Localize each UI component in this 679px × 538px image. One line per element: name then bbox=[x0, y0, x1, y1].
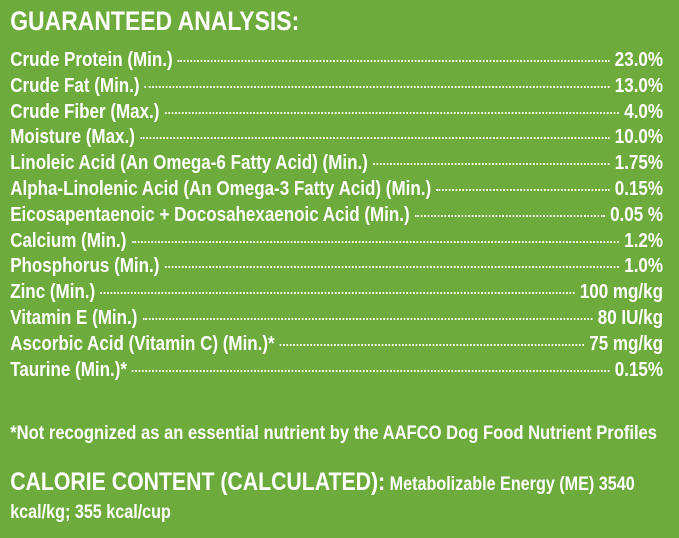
dot-leader bbox=[100, 292, 575, 295]
nutrient-value: 0.05 % bbox=[610, 203, 663, 226]
row: Crude Fat (Min.) 13.0% bbox=[10, 75, 663, 101]
row: Linoleic Acid (An Omega-6 Fatty Acid) (M… bbox=[10, 152, 663, 178]
dot-leader bbox=[139, 137, 610, 140]
dot-leader bbox=[372, 163, 610, 166]
nutrient-name: Moisture (Max.) bbox=[10, 126, 135, 149]
nutrient-name: Crude Fiber (Max.) bbox=[10, 100, 160, 123]
nutrient-value: 23.0% bbox=[614, 49, 663, 71]
nutrient-value: 1.75% bbox=[614, 152, 663, 175]
footnote: *Not recognized as an essential nutrient… bbox=[10, 422, 658, 444]
nutrient-value: 1.2% bbox=[624, 229, 663, 252]
nutrient-value: 1.0% bbox=[624, 255, 663, 278]
row: Vitamin E (Min.) 80 IU/kg bbox=[10, 307, 663, 333]
calorie-label: CALORIE CONTENT (CALCULATED): bbox=[10, 468, 386, 496]
row: Alpha-Linolenic Acid (An Omega-3 Fatty A… bbox=[10, 178, 663, 204]
nutrient-name: Crude Fat (Min.) bbox=[10, 74, 140, 97]
nutrient-value: 0.15% bbox=[614, 177, 663, 200]
nutrient-name: Calcium (Min.) bbox=[10, 229, 127, 252]
nutrient-name: Taurine (Min.)* bbox=[10, 358, 127, 381]
dot-leader bbox=[414, 214, 605, 217]
row: Taurine (Min.)* 0.15% bbox=[10, 359, 663, 385]
dot-leader bbox=[164, 266, 620, 269]
title: GUARANTEED ANALYSIS: bbox=[10, 6, 300, 36]
dot-leader bbox=[132, 369, 610, 372]
row: Phosphorus (Min.) 1.0% bbox=[10, 255, 663, 281]
dot-leader bbox=[131, 240, 620, 243]
dot-leader bbox=[142, 317, 593, 320]
nutrient-name: Vitamin E (Min.) bbox=[10, 306, 138, 329]
analysis-table: Crude Protein (Min.) 23.0% Crude Fat (Min.… bbox=[10, 49, 663, 384]
row: Eicosapentaenoic + Docosahexaenoic Acid … bbox=[10, 204, 663, 230]
row: Crude Protein (Min.) 23.0% bbox=[10, 49, 663, 75]
nutrient-name: Ascorbic Acid (Vitamin C) (Min.)* bbox=[10, 332, 275, 355]
nutrient-name: Phosphorus (Min.) bbox=[10, 255, 160, 278]
nutrient-name: Linoleic Acid (An Omega-6 Fatty Acid) (M… bbox=[10, 152, 368, 175]
nutrient-name: Alpha-Linolenic Acid (An Omega-3 Fatty A… bbox=[10, 177, 432, 200]
dot-leader bbox=[144, 85, 610, 88]
calorie-content: CALORIE CONTENT (CALCULATED): Metaboliza… bbox=[10, 468, 669, 527]
nutrient-value: 13.0% bbox=[614, 74, 663, 97]
nutrient-value: 10.0% bbox=[614, 126, 663, 149]
row: Calcium (Min.) 1.2% bbox=[10, 230, 663, 256]
nutrient-name: Eicosapentaenoic + Docosahexaenoic Acid … bbox=[10, 203, 410, 226]
dot-leader bbox=[164, 111, 620, 114]
nutrient-value: 0.15% bbox=[614, 358, 663, 381]
dot-leader bbox=[279, 343, 585, 346]
nutrient-name: Crude Protein (Min.) bbox=[10, 49, 173, 71]
nutrient-value: 100 mg/kg bbox=[579, 281, 663, 304]
calorie-text: Metabolizable Energy (ME) 3540 kcal/kg; … bbox=[10, 474, 635, 523]
nutrient-value: 75 mg/kg bbox=[589, 332, 663, 355]
nutrient-name: Zinc (Min.) bbox=[10, 281, 96, 304]
dot-leader bbox=[436, 188, 610, 191]
nutrient-value: 4.0% bbox=[624, 100, 663, 123]
nutrient-value: 80 IU/kg bbox=[597, 306, 663, 329]
row: Moisture (Max.) 10.0% bbox=[10, 126, 663, 152]
row: Ascorbic Acid (Vitamin C) (Min.)* 75 mg/k… bbox=[10, 333, 663, 359]
dot-leader bbox=[177, 60, 610, 62]
row: Zinc (Min.) 100 mg/kg bbox=[10, 281, 663, 307]
row: Crude Fiber (Max.) 4.0% bbox=[10, 101, 663, 127]
